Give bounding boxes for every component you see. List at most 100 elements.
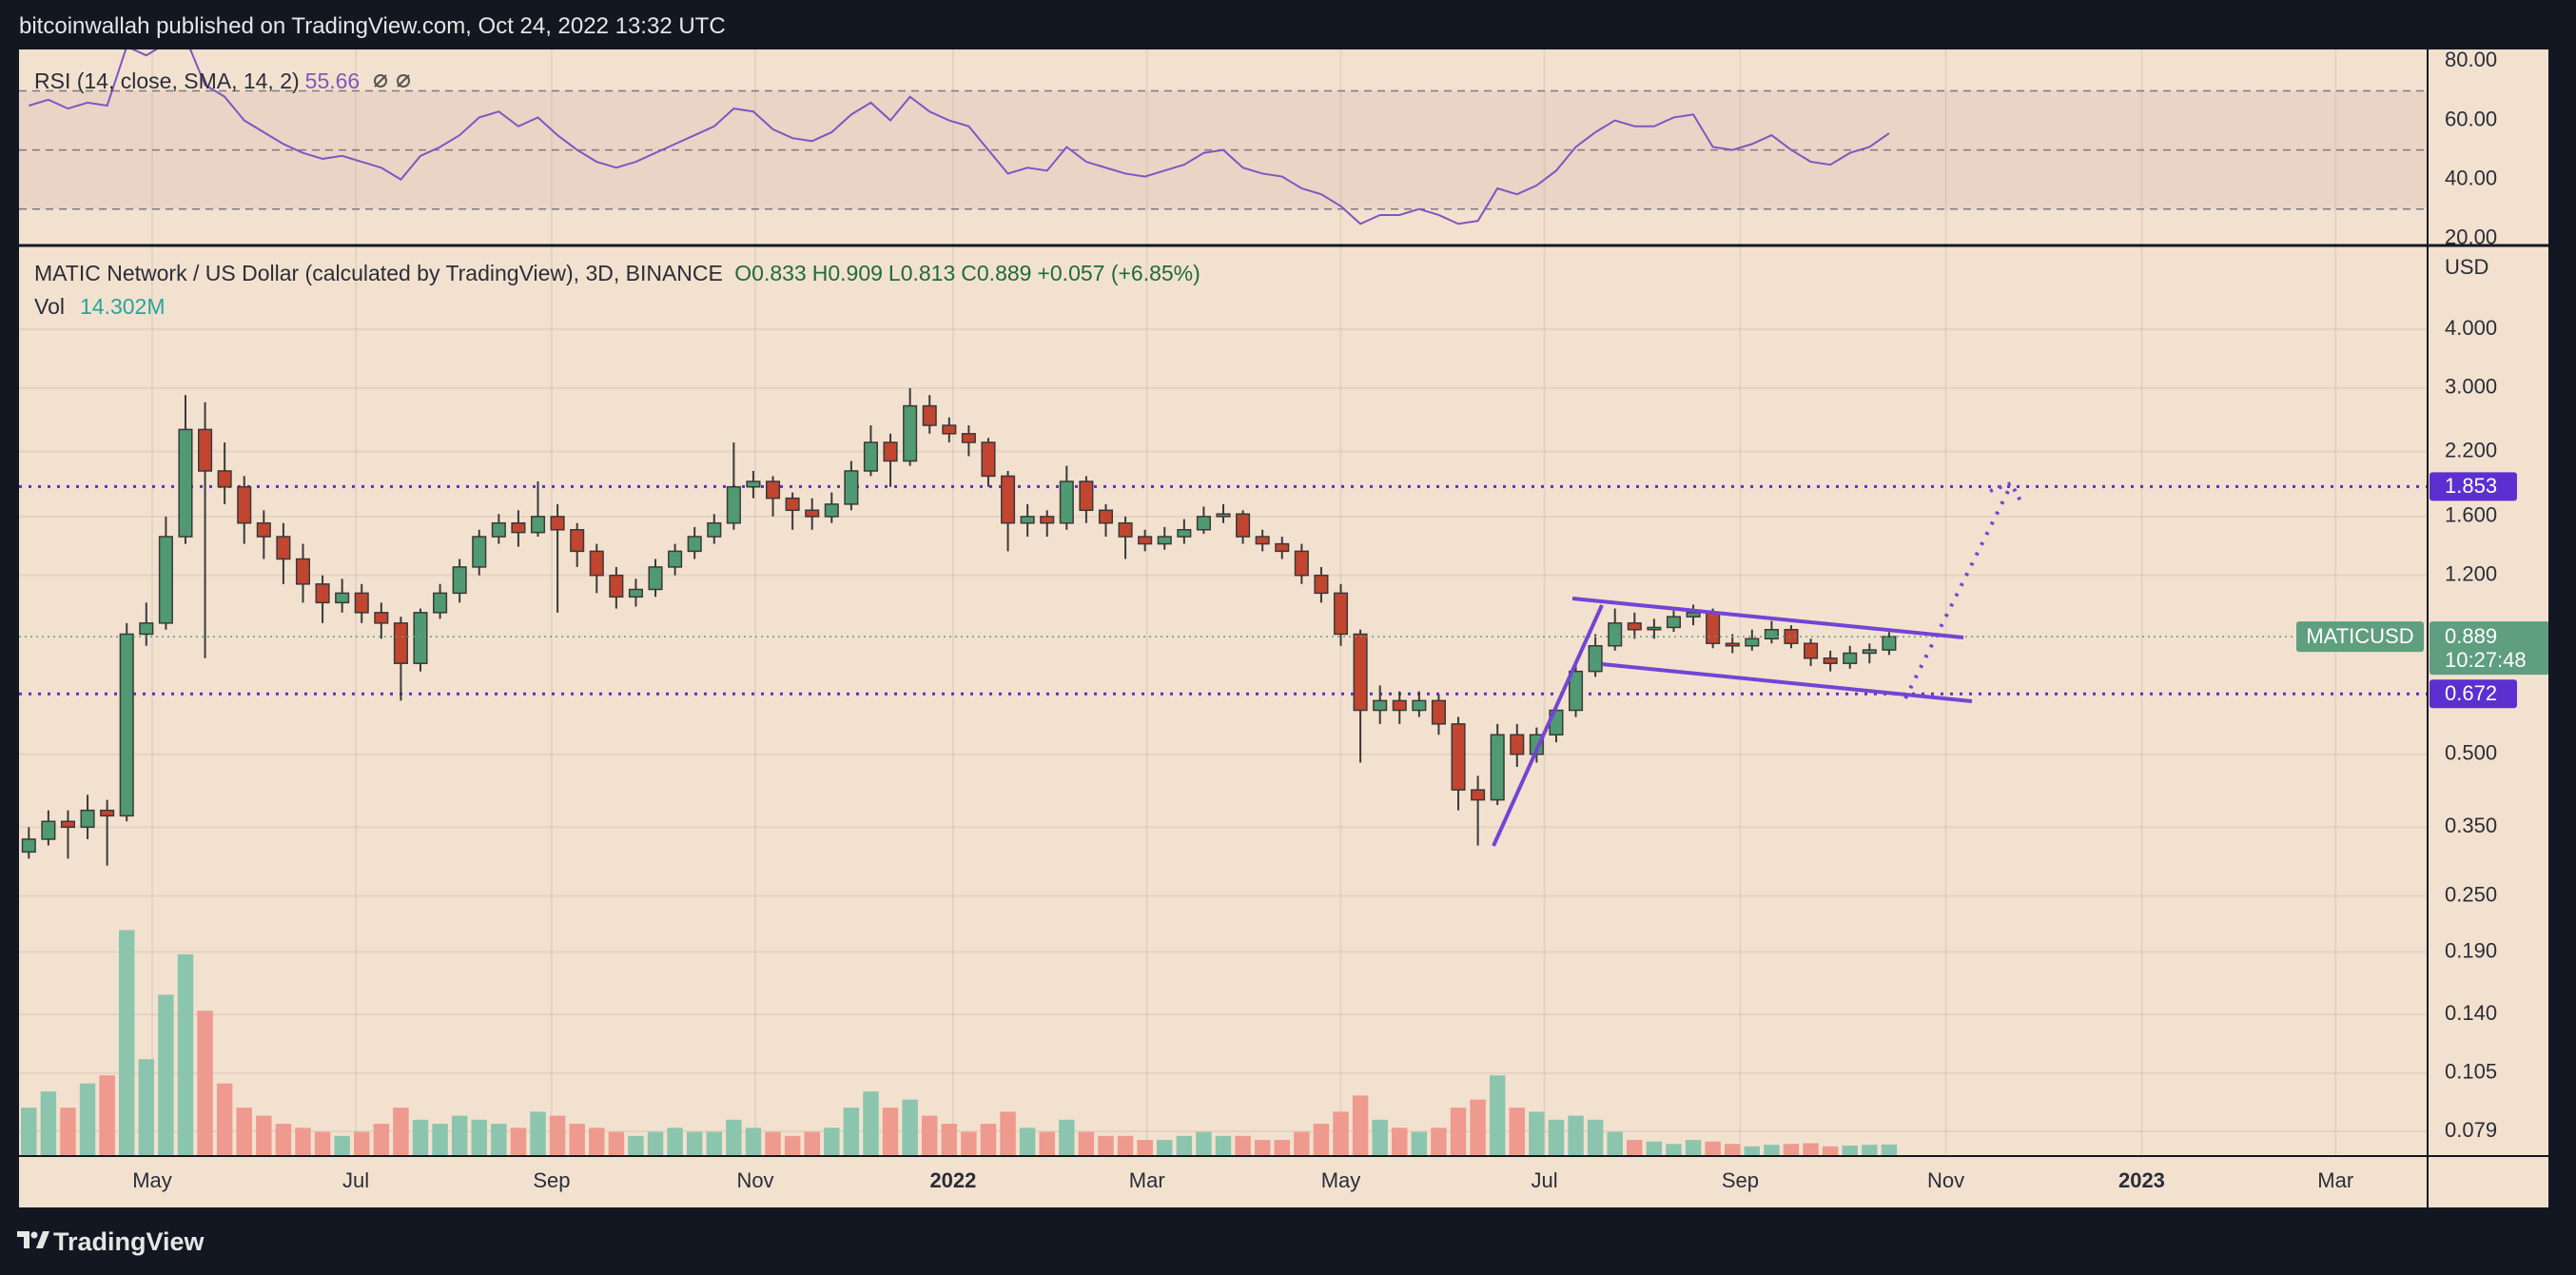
candle-body: [295, 558, 311, 585]
volume-bar: [21, 1108, 37, 1156]
volume-bar: [726, 1119, 742, 1156]
x-tick-label: Jul: [1532, 1168, 1558, 1192]
y-tick-label: 4.000: [2445, 316, 2497, 340]
candle-body: [883, 441, 898, 462]
volume-bar: [1783, 1144, 1800, 1156]
volume-bar: [1372, 1119, 1388, 1156]
candle-body: [981, 441, 996, 478]
candle-body: [1627, 622, 1642, 631]
rsi-line: [29, 49, 1890, 226]
volume-bar: [1764, 1145, 1780, 1156]
volume-bar: [882, 1108, 899, 1156]
volume-bar: [589, 1128, 605, 1156]
x-tick-label: 2023: [2118, 1168, 2165, 1192]
volume-bar: [256, 1115, 272, 1156]
volume-bar: [1627, 1140, 1643, 1156]
candle-body: [276, 536, 291, 560]
volume-bar: [1157, 1140, 1173, 1156]
candle-body: [1568, 670, 1584, 712]
volume-bar: [824, 1128, 840, 1156]
candle-body: [1843, 652, 1858, 664]
footer: TradingView: [53, 1227, 205, 1256]
last-price-box: [2430, 621, 2549, 676]
y-tick-label: 1.200: [2445, 561, 2497, 585]
volume-bar: [354, 1131, 370, 1156]
ohlc-value: 0.909: [828, 261, 883, 285]
volume-bar: [1548, 1119, 1565, 1156]
candle-body: [1745, 638, 1760, 647]
volume-bar: [1411, 1131, 1428, 1156]
volume-bar: [510, 1128, 527, 1156]
candle-body: [609, 574, 624, 598]
rsi-legend: RSI (14, close, SMA, 14, 2) 55.66: [34, 69, 414, 94]
volume-bar: [412, 1119, 429, 1156]
volume-bar: [1117, 1135, 1134, 1156]
volume-value: 14.302M: [79, 294, 166, 319]
y-tick-label: 3.000: [2445, 375, 2497, 399]
volume-name: Vol: [34, 294, 65, 319]
candle-body: [1118, 521, 1133, 538]
ohlc-value: 0.813: [900, 261, 956, 285]
candle-body: [1451, 723, 1466, 791]
candle-body: [1059, 481, 1074, 524]
volume-bar: [569, 1124, 585, 1156]
volume-bar: [1666, 1144, 1682, 1156]
candle-body: [1490, 734, 1505, 801]
volume-bar: [1646, 1141, 1663, 1156]
volume-bar: [275, 1124, 292, 1156]
rsi-tick-label: 60.00: [2445, 107, 2497, 130]
candle-body: [472, 536, 487, 568]
candle-body: [942, 424, 957, 435]
candle-body: [413, 612, 428, 664]
candle-body: [1804, 642, 1819, 659]
volume-bar: [628, 1135, 644, 1156]
candle-body: [511, 521, 526, 534]
ohlc-value: 0.889: [976, 261, 1032, 285]
volume-bar: [1333, 1111, 1349, 1156]
volume-bar: [549, 1115, 566, 1156]
volume-bar: [99, 1075, 115, 1156]
x-tick-label: Sep: [533, 1168, 570, 1192]
candle-body: [785, 497, 800, 512]
x-tick-label: May: [132, 1168, 172, 1192]
candle-body: [1079, 481, 1094, 512]
channel-lower: [1601, 662, 1973, 703]
volume-legend: Vol 14.302M: [34, 294, 171, 320]
candle-body: [707, 521, 722, 538]
x-tick-label: Jul: [342, 1168, 369, 1192]
candle-body: [1333, 592, 1349, 636]
volume-bar: [373, 1124, 390, 1156]
volume-bar: [1431, 1128, 1447, 1156]
symbol-box: [2296, 621, 2424, 653]
volume-bar: [686, 1131, 703, 1156]
candle-body: [765, 481, 781, 500]
volume-bar: [1607, 1131, 1623, 1156]
volume-bar: [843, 1108, 860, 1156]
rsi-tick-label: 80.00: [2445, 49, 2497, 71]
candle-body: [589, 550, 604, 577]
candle-body: [648, 566, 663, 591]
rsi-value: 55.66: [304, 69, 361, 93]
volume-bar: [1313, 1124, 1330, 1156]
volume-bar: [1509, 1108, 1526, 1156]
candle-body: [1431, 699, 1446, 725]
footer-logo: [17, 1231, 49, 1248]
candle-body: [1510, 734, 1525, 755]
candle-body: [354, 592, 369, 614]
volume-bar: [1822, 1146, 1839, 1156]
volume-bar: [765, 1131, 781, 1156]
candle-body: [550, 516, 565, 531]
candle-body: [687, 536, 702, 553]
volume-bar: [295, 1128, 311, 1156]
candle-body: [1294, 550, 1309, 577]
level-box: [2430, 679, 2517, 709]
volume-bar: [197, 1010, 213, 1156]
x-tick-label: 2022: [929, 1168, 976, 1192]
candle-body: [1216, 513, 1231, 518]
y-tick-label: 0.105: [2445, 1060, 2497, 1084]
volume-bar: [1352, 1095, 1369, 1156]
volume-bar: [706, 1131, 723, 1156]
candle-body: [1784, 628, 1799, 644]
x-tick-label: Nov: [1927, 1168, 1964, 1192]
volume-bar: [745, 1128, 762, 1156]
